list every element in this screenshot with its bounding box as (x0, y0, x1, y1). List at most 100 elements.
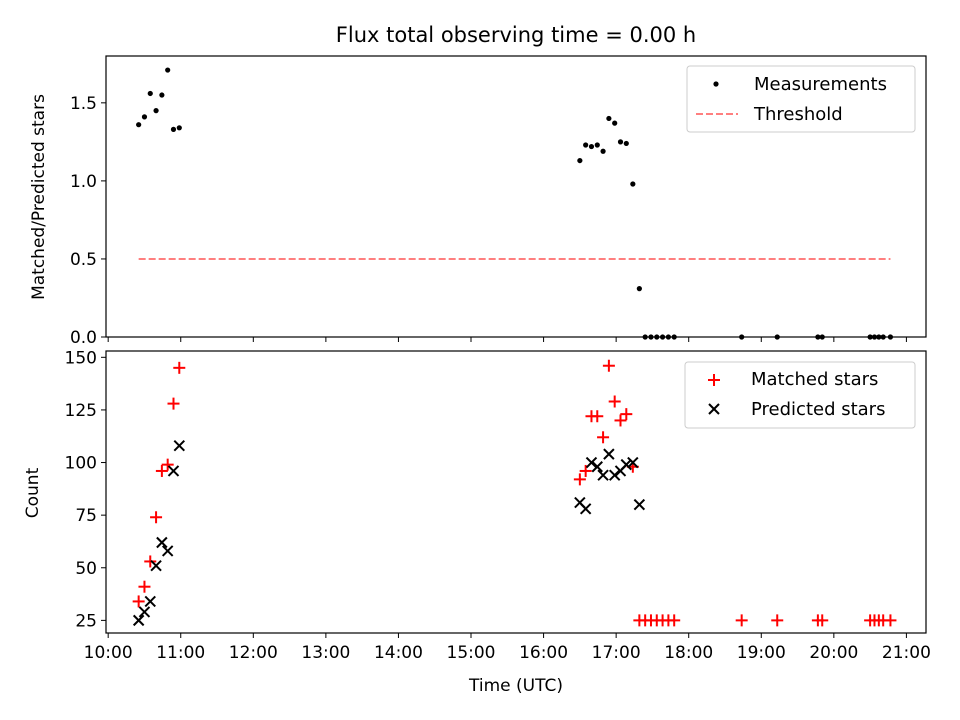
matched-star-point (608, 395, 621, 408)
matched-star-point (884, 614, 897, 627)
legend-matched-label: Matched stars (751, 369, 878, 390)
xtick-label: 11:00 (156, 643, 205, 663)
bottom-plot-area (132, 359, 897, 627)
measurement-point (583, 142, 589, 148)
predicted-star-point (173, 439, 185, 452)
predicted-star-point (620, 458, 633, 471)
legend-predicted-marker (708, 403, 720, 415)
xtick-label: 18:00 (664, 643, 713, 663)
xtick-label: 19:00 (737, 643, 786, 663)
predicted-star-point (579, 503, 592, 515)
bottom-xlabel: Time (UTC) (468, 676, 563, 696)
legend-matched-marker (708, 374, 720, 386)
matched-star-point (735, 614, 748, 627)
bottom-ytick-label: 50 (75, 559, 97, 579)
predicted-star-point (627, 456, 639, 469)
bottom-y-axis: 25 50 75 100 125 150 (65, 348, 106, 631)
bottom-ytick-label: 125 (65, 401, 97, 421)
bottom-legend: Matched stars Predicted stars (684, 361, 916, 429)
matched-star-point (144, 555, 157, 568)
xtick-label: 20:00 (809, 643, 858, 663)
predicted-star-point (591, 461, 603, 473)
matched-star-point (167, 397, 180, 410)
top-ytick-label: 0.5 (70, 250, 97, 270)
predicted-star-point (132, 614, 145, 627)
measurement-point (623, 140, 629, 147)
bottom-ylabel: Count (23, 467, 43, 518)
matched-star-point (161, 458, 174, 471)
predicted-star-point (597, 469, 609, 481)
measurement-point (594, 142, 600, 148)
xtick-label: 12:00 (229, 643, 278, 663)
top-x-axis-ticks (107, 337, 907, 342)
matched-star-point (579, 464, 592, 477)
legend-threshold-label: Threshold (753, 104, 843, 125)
xtick-label: 17:00 (592, 643, 641, 663)
matched-star-point (573, 473, 586, 486)
measurement-point (170, 126, 177, 132)
legend-measurements-marker (713, 81, 719, 87)
bottom-legend-box (684, 361, 916, 429)
predicted-star-point (150, 559, 162, 572)
measurement-point (636, 286, 642, 292)
matched-star-point (614, 414, 627, 427)
bottom-x-axis: 10:00 11:00 12:00 13:00 14:00 15:00 16:00 17:00… (84, 633, 931, 663)
matched-star-point (150, 511, 163, 524)
top-ytick-label: 0.0 (70, 328, 97, 348)
top-y-axis: 0.0 0.5 1.0 1.5 (70, 94, 106, 348)
top-plot-area (136, 67, 894, 340)
predicted-star-point (144, 595, 156, 608)
matched-star-point (597, 431, 610, 444)
top-ytick-label: 1.0 (70, 172, 97, 192)
measurement-point (630, 181, 636, 187)
measurement-point (147, 90, 153, 97)
matched-star-point (771, 614, 784, 627)
bottom-axes-frame (105, 350, 927, 634)
legend-measurements-label: Measurements (754, 74, 887, 95)
predicted-star-point (633, 498, 646, 511)
measurement-point (612, 120, 618, 126)
measurement-point (606, 115, 612, 122)
predicted-star-point (603, 448, 615, 460)
bottom-ytick-label: 25 (75, 611, 97, 631)
measurement-point (141, 114, 148, 120)
matched-star-point (620, 408, 633, 421)
bottom-ytick-label: 75 (75, 506, 97, 526)
matched-star-point (173, 361, 186, 374)
matched-star-point (816, 614, 829, 627)
predicted-star-point (167, 465, 180, 477)
matched-star-point (132, 595, 145, 608)
bottom-ytick-label: 150 (65, 348, 97, 368)
measurement-point (617, 139, 624, 145)
bottom-panel: Count Time (UTC) 25 50 75 100 125 150 10:00 11… (23, 348, 931, 696)
predicted-star-point (608, 469, 621, 481)
top-legend-box (686, 65, 916, 133)
top-legend: Measurements Threshold (686, 65, 916, 133)
xtick-label: 21:00 (882, 643, 931, 663)
measurement-point (600, 148, 606, 154)
predicted-star-point (585, 456, 598, 469)
measurement-point (176, 125, 182, 131)
bottom-ytick-label: 100 (65, 454, 97, 474)
predicted-star-point (161, 545, 174, 557)
matched-star-point (668, 614, 681, 627)
measurement-point (159, 92, 165, 98)
measurement-point (577, 157, 583, 164)
xtick-label: 14:00 (374, 643, 423, 663)
matched-star-point (591, 410, 604, 423)
predicted-star-point (138, 606, 151, 618)
legend-predicted-label: Predicted stars (751, 399, 885, 420)
measurement-point (588, 143, 595, 150)
measurement-point (165, 67, 171, 73)
top-panel: Flux total observing time = 0.00 h Match… (29, 23, 927, 348)
measurement-point (136, 122, 142, 128)
top-ytick-label: 1.5 (70, 94, 97, 114)
top-ylabel: Matched/Predicted stars (29, 94, 49, 300)
xtick-label: 13:00 (301, 643, 350, 663)
predicted-star-point (156, 536, 168, 549)
measurement-point (153, 108, 159, 114)
matched-star-point (602, 359, 615, 372)
xtick-label: 10:00 (84, 643, 133, 663)
matched-star-point (155, 464, 168, 477)
